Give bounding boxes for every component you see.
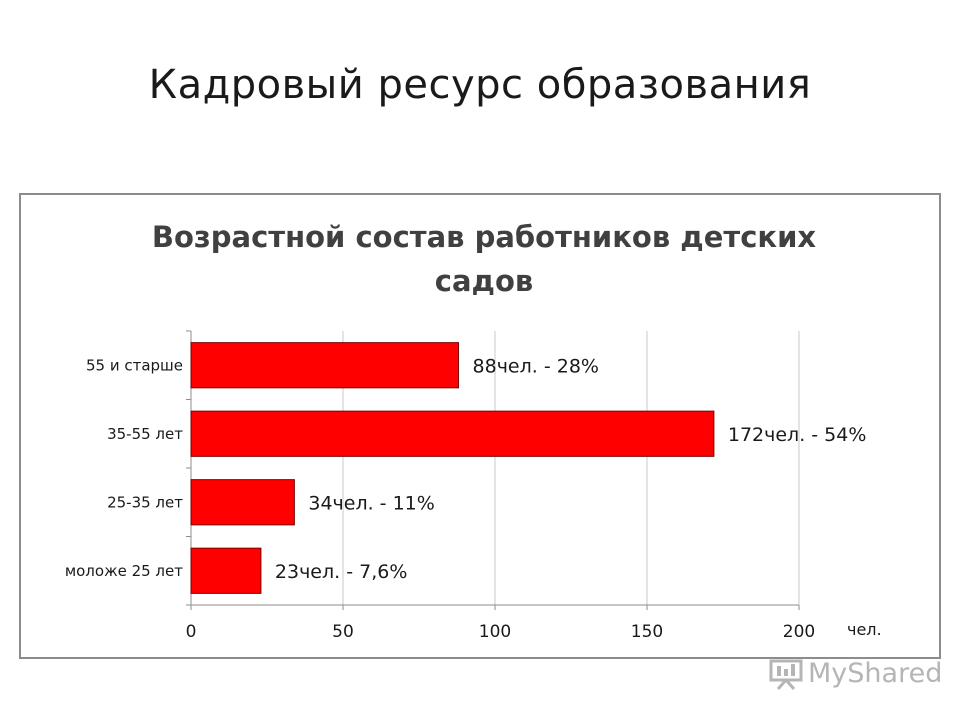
bar-chart: Возрастной состав работников детских садо… — [65, 220, 882, 642]
watermark: MyShared — [768, 656, 942, 692]
watermark-text: MyShared — [808, 658, 943, 689]
bar — [190, 479, 295, 526]
data-label: 23чел. - 7,6% — [275, 561, 407, 583]
bar — [190, 547, 262, 594]
chart-gridlines — [342, 331, 800, 605]
x-tick-label: 150 — [631, 622, 663, 642]
bar — [190, 410, 715, 457]
data-label: 88чел. - 28% — [473, 355, 599, 377]
category-label: 55 и старше — [86, 356, 183, 374]
slide-title: Кадровый ресурс образования — [148, 62, 812, 108]
data-label: 34чел. - 11% — [308, 492, 434, 514]
chart-bars — [190, 342, 715, 594]
x-unit: чел. — [847, 620, 882, 639]
chart-title: Возрастной состав работников детских садо… — [152, 220, 817, 298]
category-label: 35-55 лет — [107, 425, 183, 443]
x-tick-labels: 0 50 100 150 200 — [186, 622, 816, 642]
presentation-board-icon — [769, 659, 803, 690]
x-tick-label: 0 — [186, 622, 197, 642]
x-tick-label: 50 — [332, 622, 354, 642]
chart-frame: Возрастной состав работников детских садо… — [19, 193, 941, 659]
category-label: моложе 25 лет — [65, 562, 183, 580]
chart-title-line: Возрастной состав работников детских — [152, 220, 817, 254]
category-label: 25-35 лет — [107, 493, 183, 511]
category-labels: 55 и старше 35-55 лет 25-35 лет моложе 25 л… — [65, 356, 183, 580]
x-tick-label: 100 — [479, 622, 511, 642]
data-label: 172чел. - 54% — [728, 424, 867, 446]
x-tick-label: 200 — [783, 622, 815, 642]
data-labels: 88чел. - 28% 172чел. - 54% 34чел. - 11% 23ч… — [275, 355, 866, 583]
x-unit-label: чел. — [847, 620, 882, 639]
chart-title-line: садов — [435, 264, 533, 298]
bar — [190, 342, 460, 389]
